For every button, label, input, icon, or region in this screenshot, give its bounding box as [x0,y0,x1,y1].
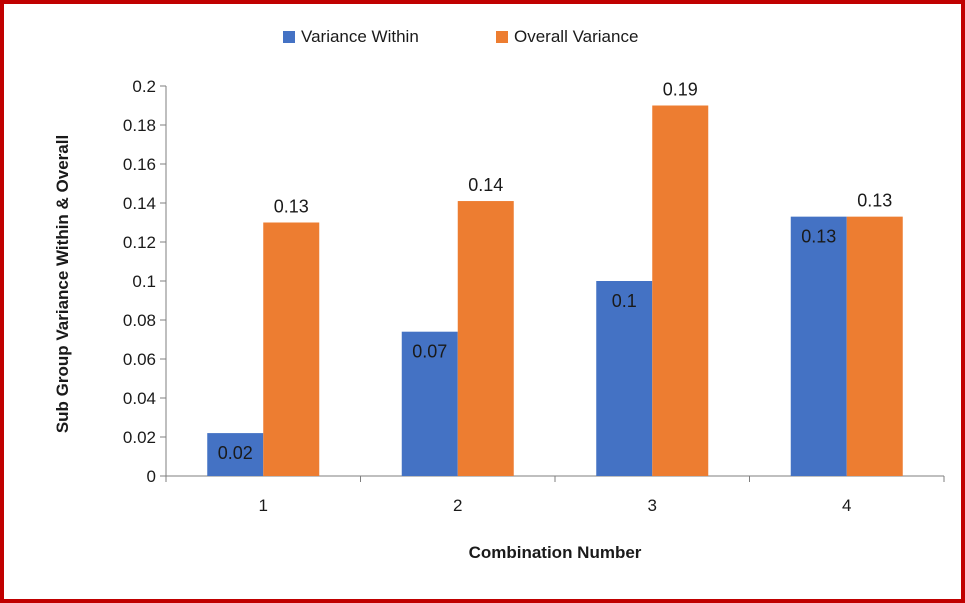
y-tick-label: 0.12 [123,233,156,252]
bar-variance-within [596,281,653,476]
bar-variance-within [401,331,458,476]
data-label: 0.13 [801,227,836,247]
data-label: 0.07 [412,342,447,362]
y-tick-label: 0.02 [123,428,156,447]
y-tick-label: 0.1 [132,272,156,291]
y-tick-label: 0.08 [123,311,156,330]
legend-label: Variance Within [301,27,419,46]
bars [207,105,903,477]
x-tick-label: 4 [842,496,851,515]
y-axis: 0 0.02 0.04 0.06 0.08 0.1 0.12 0.14 0.16 0.18 0.2 [123,77,167,486]
y-tick-label: 0.16 [123,155,156,174]
x-tick-label: 2 [453,496,462,515]
data-label: 0.02 [218,443,253,463]
data-label: 0.13 [274,197,309,217]
x-tick-label: 1 [259,496,268,515]
legend-label: Overall Variance [514,27,638,46]
data-labels: 0.02 0.07 0.1 0.13 0.13 0.14 0.19 0.13 [218,80,893,464]
x-tick-label: 3 [648,496,657,515]
y-tick-label: 0 [147,467,156,486]
legend-swatch [496,31,508,43]
bar-overall-variance [457,201,514,477]
y-tick-label: 0.18 [123,116,156,135]
y-tick-label: 0.2 [132,77,156,96]
bar-overall-variance [846,216,903,476]
y-axis-title: Sub Group Variance Within & Overall [53,135,72,433]
x-axis: 1 2 3 4 [165,475,945,515]
y-tick-label: 0.06 [123,350,156,369]
data-label: 0.19 [663,80,698,100]
legend-swatch [283,31,295,43]
data-label: 0.1 [612,291,637,311]
bar-overall-variance [652,105,709,476]
data-label: 0.14 [468,175,503,195]
bar-overall-variance [263,222,320,476]
legend: Variance Within Overall Variance [283,27,638,46]
x-axis-title: Combination Number [469,543,642,562]
y-tick-label: 0.04 [123,389,156,408]
data-label: 0.13 [857,191,892,211]
bar-variance-within [790,216,847,476]
bar-variance-within [207,433,264,476]
y-tick-label: 0.14 [123,194,156,213]
